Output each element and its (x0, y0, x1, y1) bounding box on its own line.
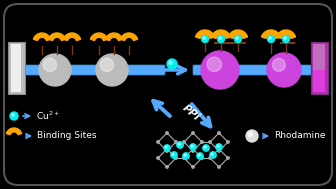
Polygon shape (228, 30, 248, 38)
Circle shape (171, 152, 177, 158)
Polygon shape (106, 33, 123, 41)
FancyBboxPatch shape (25, 65, 165, 75)
Circle shape (166, 132, 168, 134)
Circle shape (100, 58, 114, 72)
Circle shape (172, 153, 174, 155)
Circle shape (166, 166, 168, 168)
Circle shape (269, 37, 271, 39)
Circle shape (218, 148, 220, 150)
Circle shape (183, 141, 185, 143)
Circle shape (201, 157, 203, 159)
Polygon shape (6, 128, 22, 135)
Circle shape (12, 114, 14, 116)
Circle shape (216, 144, 222, 150)
Text: Binding Sites: Binding Sites (37, 132, 96, 140)
Text: Cu$^{2+}$: Cu$^{2+}$ (36, 110, 60, 122)
Circle shape (209, 141, 211, 143)
Circle shape (202, 36, 209, 43)
FancyBboxPatch shape (4, 4, 332, 185)
Circle shape (43, 58, 56, 72)
Circle shape (227, 157, 229, 159)
Polygon shape (120, 33, 137, 41)
Circle shape (210, 152, 216, 158)
Circle shape (167, 59, 177, 69)
Circle shape (164, 145, 170, 151)
Circle shape (207, 57, 221, 71)
FancyBboxPatch shape (8, 42, 25, 94)
Circle shape (218, 132, 220, 134)
FancyBboxPatch shape (313, 69, 325, 92)
Circle shape (203, 145, 209, 151)
Polygon shape (196, 30, 214, 38)
Circle shape (192, 150, 194, 152)
Polygon shape (277, 30, 295, 38)
Circle shape (267, 36, 275, 43)
Circle shape (201, 141, 203, 143)
Polygon shape (261, 30, 281, 38)
Circle shape (175, 141, 177, 143)
FancyBboxPatch shape (313, 44, 325, 70)
Circle shape (283, 36, 290, 43)
Circle shape (96, 54, 128, 86)
Circle shape (218, 166, 220, 168)
Circle shape (157, 157, 159, 159)
Polygon shape (64, 33, 81, 41)
Text: Rhodamine: Rhodamine (274, 132, 326, 140)
Circle shape (10, 112, 18, 120)
Circle shape (284, 37, 286, 39)
Circle shape (183, 153, 189, 159)
Circle shape (209, 157, 211, 159)
Circle shape (217, 36, 224, 43)
Circle shape (198, 154, 200, 156)
Circle shape (165, 146, 167, 148)
Polygon shape (211, 30, 230, 38)
Circle shape (197, 153, 203, 159)
FancyBboxPatch shape (193, 65, 311, 75)
Circle shape (169, 61, 172, 64)
Circle shape (183, 157, 185, 159)
FancyBboxPatch shape (11, 44, 21, 92)
Polygon shape (48, 33, 66, 41)
Circle shape (177, 142, 183, 148)
Circle shape (235, 36, 242, 43)
Circle shape (267, 53, 301, 87)
Circle shape (227, 141, 229, 143)
Circle shape (191, 145, 193, 147)
Circle shape (175, 157, 177, 159)
Circle shape (166, 150, 168, 152)
Circle shape (192, 148, 194, 150)
Polygon shape (90, 33, 108, 41)
Circle shape (204, 146, 206, 148)
Circle shape (218, 150, 220, 152)
Polygon shape (34, 33, 50, 41)
Circle shape (219, 37, 221, 39)
Circle shape (217, 145, 219, 147)
Circle shape (248, 132, 252, 136)
Circle shape (203, 37, 205, 39)
Circle shape (157, 141, 159, 143)
Circle shape (236, 37, 238, 39)
Circle shape (184, 154, 186, 156)
Circle shape (192, 166, 194, 168)
Circle shape (166, 148, 168, 150)
Circle shape (190, 144, 196, 150)
Circle shape (272, 58, 285, 71)
FancyBboxPatch shape (311, 42, 328, 94)
Text: PPi: PPi (181, 103, 201, 123)
Circle shape (246, 130, 258, 142)
Circle shape (201, 51, 239, 89)
Circle shape (178, 143, 180, 145)
Circle shape (39, 54, 71, 86)
Circle shape (192, 132, 194, 134)
Circle shape (211, 153, 213, 155)
